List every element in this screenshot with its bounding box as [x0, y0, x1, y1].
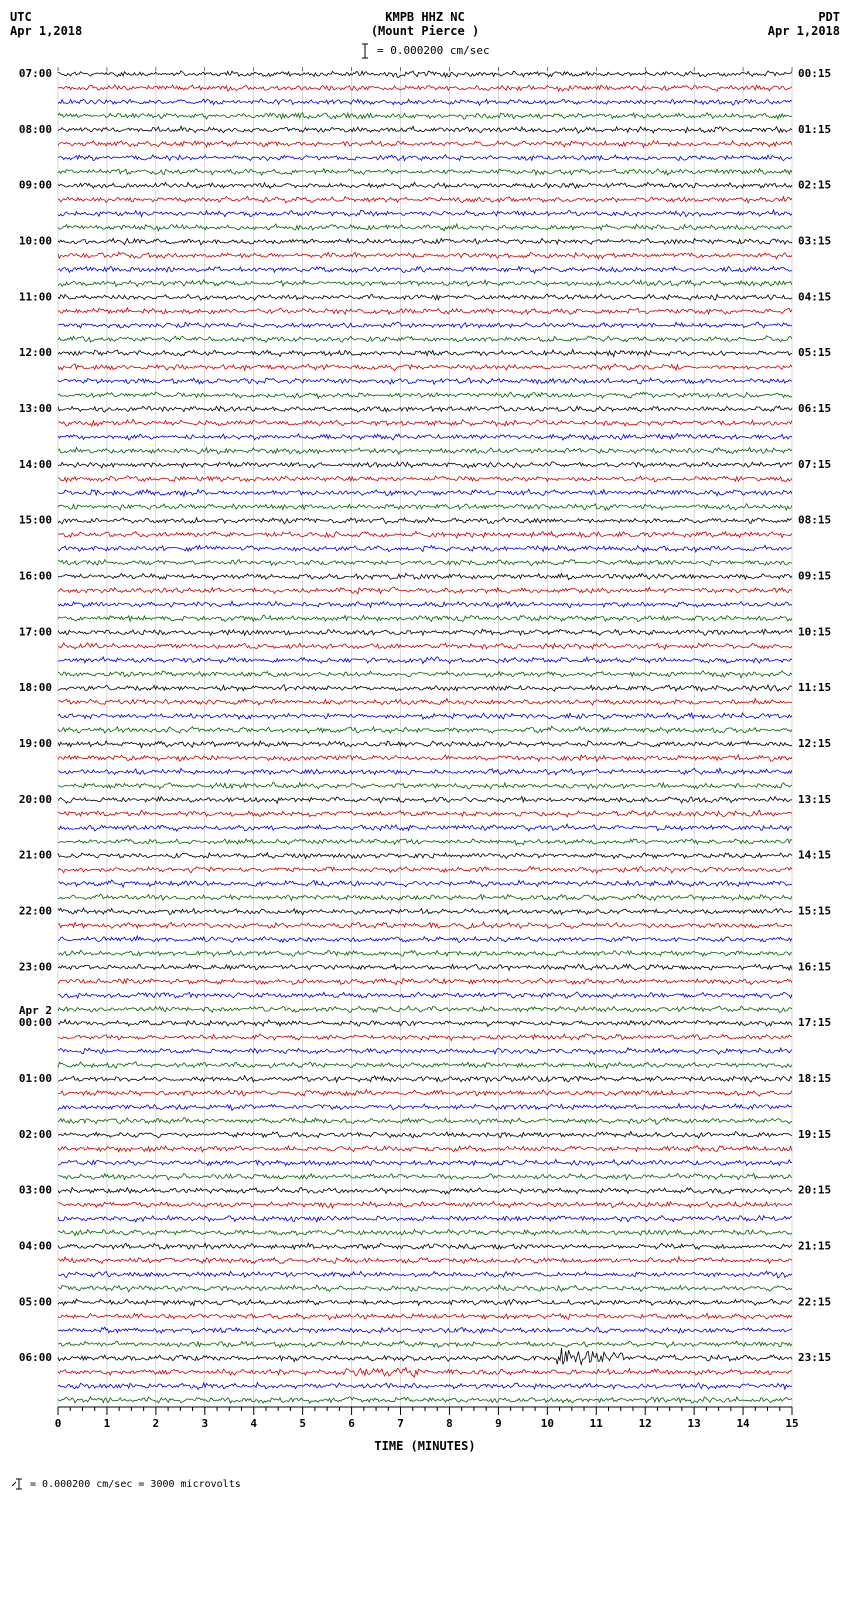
svg-text:19:00: 19:00 [19, 737, 52, 750]
svg-text:02:00: 02:00 [19, 1128, 52, 1141]
station-title: KMPB HHZ NC [90, 10, 760, 24]
svg-text:07:00: 07:00 [19, 67, 52, 80]
svg-text:21:15: 21:15 [798, 1239, 831, 1252]
svg-text:21:00: 21:00 [19, 849, 52, 862]
svg-text:3: 3 [201, 1417, 208, 1430]
seismogram-plot: 07:00 08:00 09:00 10:00 11:00 12:00 13:00 14:00… [10, 67, 840, 1437]
svg-text:01:15: 01:15 [798, 123, 831, 136]
svg-text:15:00: 15:00 [19, 514, 52, 527]
station-subtitle: (Mount Pierce ) [90, 24, 760, 38]
svg-text:14: 14 [736, 1417, 750, 1430]
svg-text:16:15: 16:15 [798, 960, 831, 973]
svg-text:10:00: 10:00 [19, 234, 52, 247]
svg-text:06:00: 06:00 [19, 1351, 52, 1364]
svg-text:10:15: 10:15 [798, 625, 831, 638]
svg-text:09:00: 09:00 [19, 179, 52, 192]
svg-text:4: 4 [250, 1417, 257, 1430]
svg-text:10: 10 [541, 1417, 554, 1430]
svg-text:Apr 2: Apr 2 [19, 1004, 52, 1017]
svg-text:9: 9 [495, 1417, 502, 1430]
svg-text:23:15: 23:15 [798, 1351, 831, 1364]
svg-text:23:00: 23:00 [19, 960, 52, 973]
svg-text:7: 7 [397, 1417, 404, 1430]
svg-text:08:00: 08:00 [19, 123, 52, 136]
svg-text:04:00: 04:00 [19, 1239, 52, 1252]
svg-text:19:15: 19:15 [798, 1128, 831, 1141]
svg-text:15:15: 15:15 [798, 904, 831, 917]
svg-text:14:00: 14:00 [19, 458, 52, 471]
svg-text:13:00: 13:00 [19, 402, 52, 415]
svg-text:17:15: 17:15 [798, 1016, 831, 1029]
svg-text:14:15: 14:15 [798, 849, 831, 862]
svg-text:02:15: 02:15 [798, 179, 831, 192]
date-left-label: Apr 1,2018 [10, 24, 90, 38]
svg-text:12:15: 12:15 [798, 737, 831, 750]
svg-text:22:00: 22:00 [19, 904, 52, 917]
svg-text:09:15: 09:15 [798, 569, 831, 582]
svg-text:03:00: 03:00 [19, 1184, 52, 1197]
svg-text:12: 12 [639, 1417, 652, 1430]
tz-left-label: UTC [10, 10, 90, 24]
svg-text:04:15: 04:15 [798, 290, 831, 303]
date-right-label: Apr 1,2018 [760, 24, 840, 38]
svg-text:17:00: 17:00 [19, 625, 52, 638]
svg-text:05:00: 05:00 [19, 1295, 52, 1308]
svg-text:0: 0 [55, 1417, 62, 1430]
svg-text:12:00: 12:00 [19, 346, 52, 359]
svg-text:07:15: 07:15 [798, 458, 831, 471]
svg-text:22:15: 22:15 [798, 1295, 831, 1308]
svg-text:8: 8 [446, 1417, 453, 1430]
svg-text:20:00: 20:00 [19, 793, 52, 806]
svg-text:5: 5 [299, 1417, 306, 1430]
svg-text:15: 15 [785, 1417, 798, 1430]
svg-text:01:00: 01:00 [19, 1072, 52, 1085]
svg-text:13:15: 13:15 [798, 793, 831, 806]
tz-right-label: PDT [760, 10, 840, 24]
svg-text:20:15: 20:15 [798, 1184, 831, 1197]
svg-text:11:00: 11:00 [19, 290, 52, 303]
svg-text:00:00: 00:00 [19, 1016, 52, 1029]
xaxis-label: TIME (MINUTES) [10, 1439, 840, 1453]
svg-text:00:15: 00:15 [798, 67, 831, 80]
svg-text:05:15: 05:15 [798, 346, 831, 359]
svg-text:13: 13 [688, 1417, 701, 1430]
svg-text:16:00: 16:00 [19, 569, 52, 582]
svg-text:08:15: 08:15 [798, 514, 831, 527]
svg-text:2: 2 [153, 1417, 160, 1430]
svg-text:18:15: 18:15 [798, 1072, 831, 1085]
svg-text:6: 6 [348, 1417, 355, 1430]
scale-legend: = 0.000200 cm/sec [10, 43, 840, 59]
svg-text:03:15: 03:15 [798, 234, 831, 247]
svg-text:11: 11 [590, 1417, 604, 1430]
svg-text:11:15: 11:15 [798, 681, 831, 694]
svg-text:18:00: 18:00 [19, 681, 52, 694]
svg-text:1: 1 [104, 1417, 111, 1430]
svg-text:06:15: 06:15 [798, 402, 831, 415]
footer-scale: = 0.000200 cm/sec = 3000 microvolts [10, 1478, 840, 1490]
